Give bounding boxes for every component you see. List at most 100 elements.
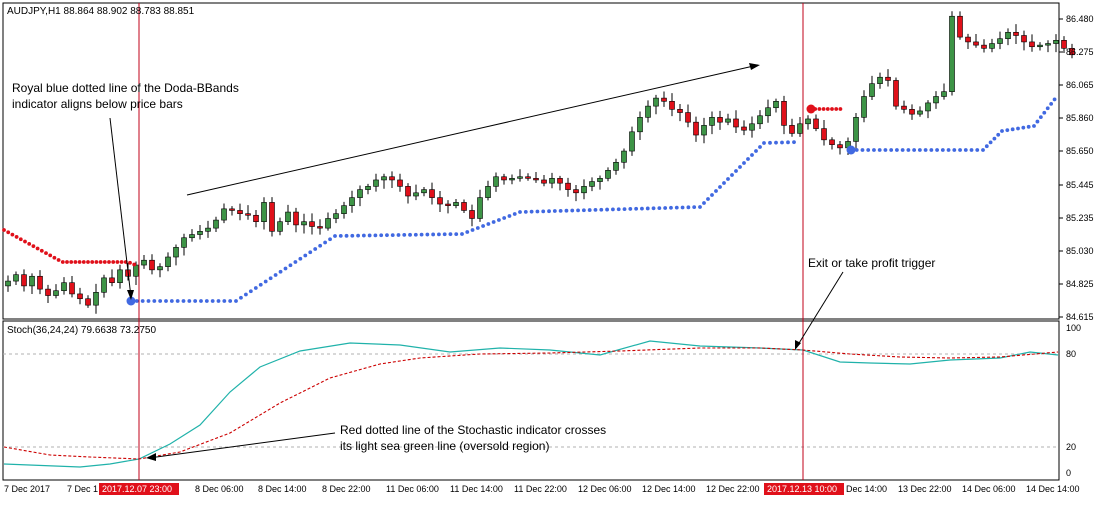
candle	[29, 273, 35, 294]
candle	[197, 225, 203, 240]
candles-layer	[5, 11, 1075, 314]
x-tick-label: 8 Dec 06:00	[195, 484, 244, 494]
y-tick-label: 85.650	[1066, 146, 1094, 156]
cross-arrow-line	[148, 432, 336, 459]
candle	[949, 11, 955, 96]
candle	[493, 172, 499, 192]
candle	[565, 177, 571, 197]
candle	[213, 216, 219, 232]
candle	[5, 275, 11, 292]
candle	[773, 98, 779, 113]
candle	[749, 116, 755, 138]
candle	[917, 106, 923, 117]
candle	[365, 183, 371, 195]
candle	[357, 185, 363, 207]
candle	[85, 295, 91, 308]
candle	[757, 110, 763, 130]
x-highlight-1-bg	[99, 483, 179, 495]
candle	[461, 199, 467, 213]
candle	[1053, 34, 1059, 53]
candle	[285, 204, 291, 225]
candle	[765, 99, 771, 123]
cross-note-line2: its light sea green line (oversold regio…	[340, 439, 549, 453]
candle	[1021, 30, 1027, 51]
candle	[269, 197, 275, 237]
candle	[13, 271, 19, 286]
candle	[861, 90, 867, 123]
x-tick-label: 11 Dec 22:00	[514, 484, 567, 494]
stoch-tick-label: 100	[1066, 323, 1081, 333]
stoch-tick-label: 80	[1066, 349, 1076, 359]
candle	[733, 110, 739, 133]
candle	[677, 103, 683, 122]
candle	[829, 137, 835, 150]
stoch-main-line	[3, 340, 1059, 468]
candle	[165, 252, 171, 272]
candle	[685, 104, 691, 128]
candle	[893, 77, 899, 110]
royal-blue-arrow-line	[109, 117, 132, 298]
y-tick-label: 85.030	[1066, 246, 1094, 256]
candle	[613, 158, 619, 175]
candle	[557, 175, 563, 191]
candle	[853, 112, 859, 150]
candle	[501, 173, 507, 185]
candle	[533, 171, 539, 183]
candle	[957, 11, 963, 40]
candle	[205, 220, 211, 238]
x-tick-label: 14 Dec 06:00	[962, 484, 1016, 494]
candle	[53, 284, 59, 299]
y-tick-label: 85.445	[1066, 180, 1094, 190]
main-panel[interactable]	[2, 2, 1060, 320]
candle	[389, 171, 395, 188]
stochastic-layer	[3, 340, 1059, 468]
candle	[141, 254, 147, 269]
x-tick-label: 7 Dec 2017	[4, 484, 50, 494]
exit-note: Exit or take profit trigger	[808, 256, 935, 270]
candle	[485, 180, 491, 201]
candle	[1069, 43, 1075, 59]
candle	[509, 174, 515, 185]
candle	[317, 219, 323, 235]
candle	[941, 83, 947, 100]
x-tick-label: 7 Dec 1	[67, 484, 98, 494]
y-tick-label: 85.860	[1066, 113, 1094, 123]
candle	[189, 229, 195, 242]
x-tick-label: 13 Dec 22:00	[898, 484, 952, 494]
candle	[973, 34, 979, 48]
candle	[869, 75, 875, 101]
x-tick-label: 12 Dec 06:00	[578, 484, 632, 494]
candle	[373, 173, 379, 192]
candle	[517, 169, 523, 182]
y-tick-label: 85.235	[1066, 213, 1094, 223]
stoch-tick-label: 20	[1066, 442, 1076, 452]
candle	[237, 203, 243, 221]
candle	[229, 206, 235, 216]
candle	[1013, 24, 1019, 44]
candle	[925, 100, 931, 119]
candle	[637, 111, 643, 141]
candle	[181, 233, 187, 256]
candle	[589, 177, 595, 192]
royal-blue-note-line1: Royal blue dotted line of the Doda-BBand…	[12, 81, 239, 95]
candle	[813, 114, 819, 132]
y-tick-label: 86.275	[1066, 47, 1094, 57]
trend-arrow-line	[186, 64, 759, 196]
candle	[333, 209, 339, 224]
candle	[413, 184, 419, 201]
candle	[421, 187, 427, 197]
candle	[709, 111, 715, 135]
trend-arrow-head	[749, 63, 760, 70]
symbol-info: AUDJPY,H1 88.864 88.902 88.783 88.851	[7, 6, 195, 17]
y-tick-label: 86.480	[1066, 14, 1094, 24]
x-tick-label: 8 Dec 14:00	[258, 484, 307, 494]
candle	[37, 270, 43, 295]
candle	[1029, 34, 1035, 52]
candle	[149, 254, 155, 275]
band-start-dot-blue-2	[846, 145, 856, 155]
candle	[437, 190, 443, 213]
candle	[429, 182, 435, 205]
x-tick-label: 11 Dec 06:00	[386, 484, 439, 494]
